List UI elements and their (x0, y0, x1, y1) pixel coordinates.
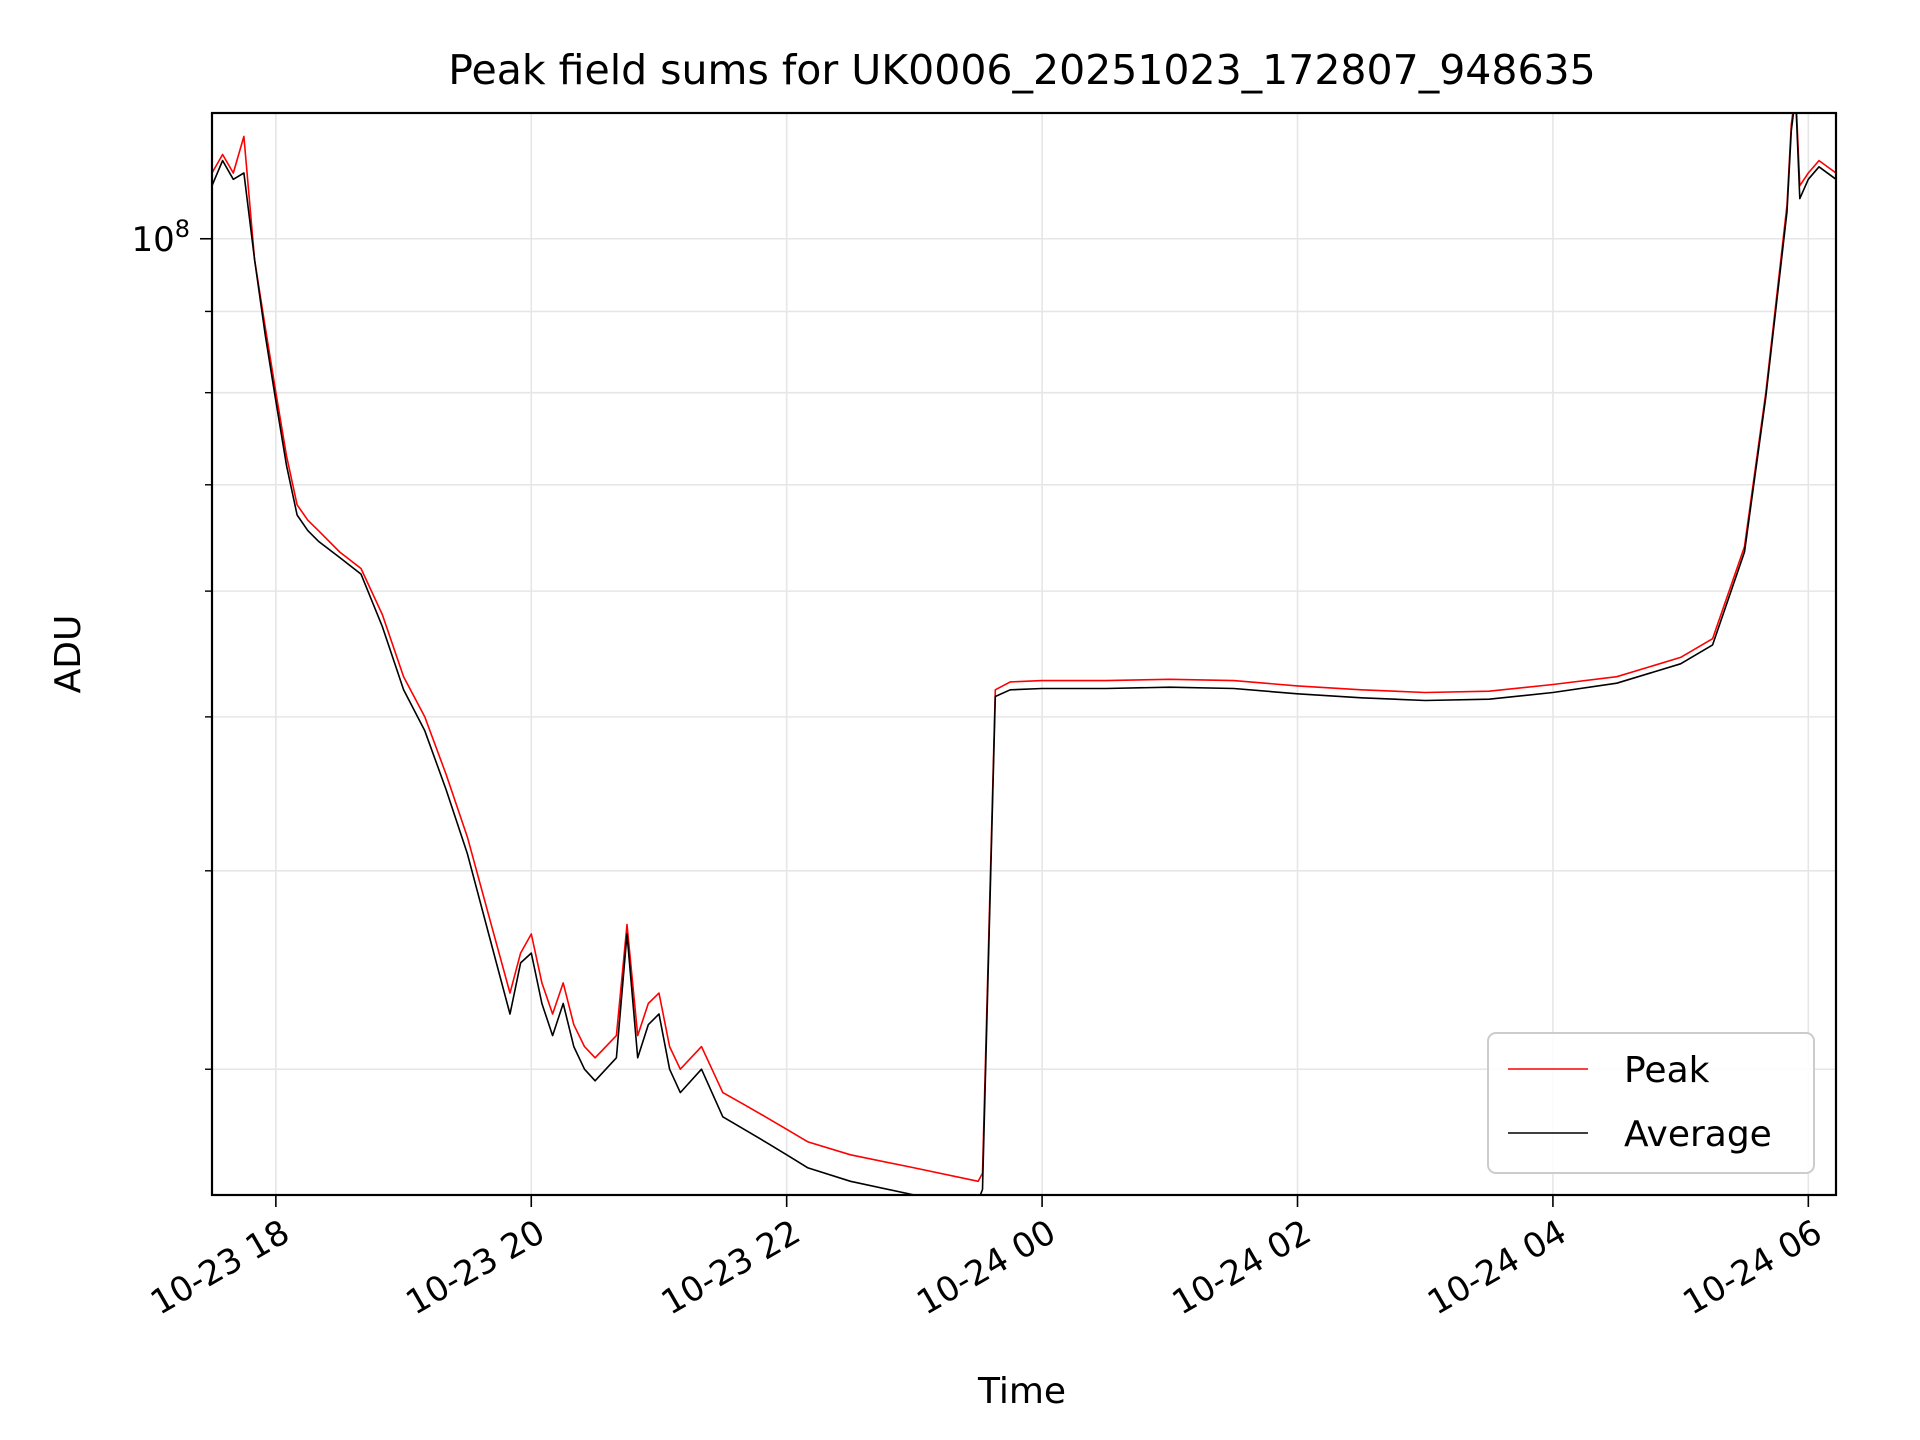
x-tick-label: 10-23 20 (399, 1212, 551, 1323)
chart-title: Peak field sums for UK0006_20251023_1728… (448, 46, 1595, 94)
y-tick-label: 108 (131, 215, 190, 260)
legend-box (1487, 1032, 1815, 1174)
x-tick-label: 10-23 22 (655, 1212, 807, 1323)
series-line-average (212, 113, 1836, 1195)
x-tick-label: 10-24 06 (1676, 1212, 1828, 1323)
legend-label-peak: Peak (1624, 1050, 1710, 1091)
series-line-peak (212, 113, 1836, 1183)
x-axis-ticks: 10-23 18 10-23 20 10-23 22 10-24 00 10-24 02… (144, 1195, 1829, 1323)
x-tick-label: 10-23 18 (144, 1212, 296, 1323)
x-tick-label: 10-24 04 (1421, 1212, 1573, 1323)
plot-frame (210, 111, 1838, 1197)
legend-label-average: Average (1624, 1114, 1772, 1155)
series-lines (212, 113, 1836, 1195)
legend: Peak Average (1487, 1032, 1815, 1174)
y-tick-label-base: 10 (131, 220, 174, 260)
grid-lines (212, 113, 1836, 1195)
y-tick-label-exponent: 8 (175, 215, 190, 243)
x-axis-label: Time (977, 1371, 1066, 1412)
y-axis-label: ADU (48, 615, 89, 694)
x-tick-label: 10-24 02 (1166, 1212, 1318, 1323)
x-tick-label: 10-24 00 (910, 1212, 1062, 1323)
y-axis-ticks: 108 (131, 215, 212, 1070)
